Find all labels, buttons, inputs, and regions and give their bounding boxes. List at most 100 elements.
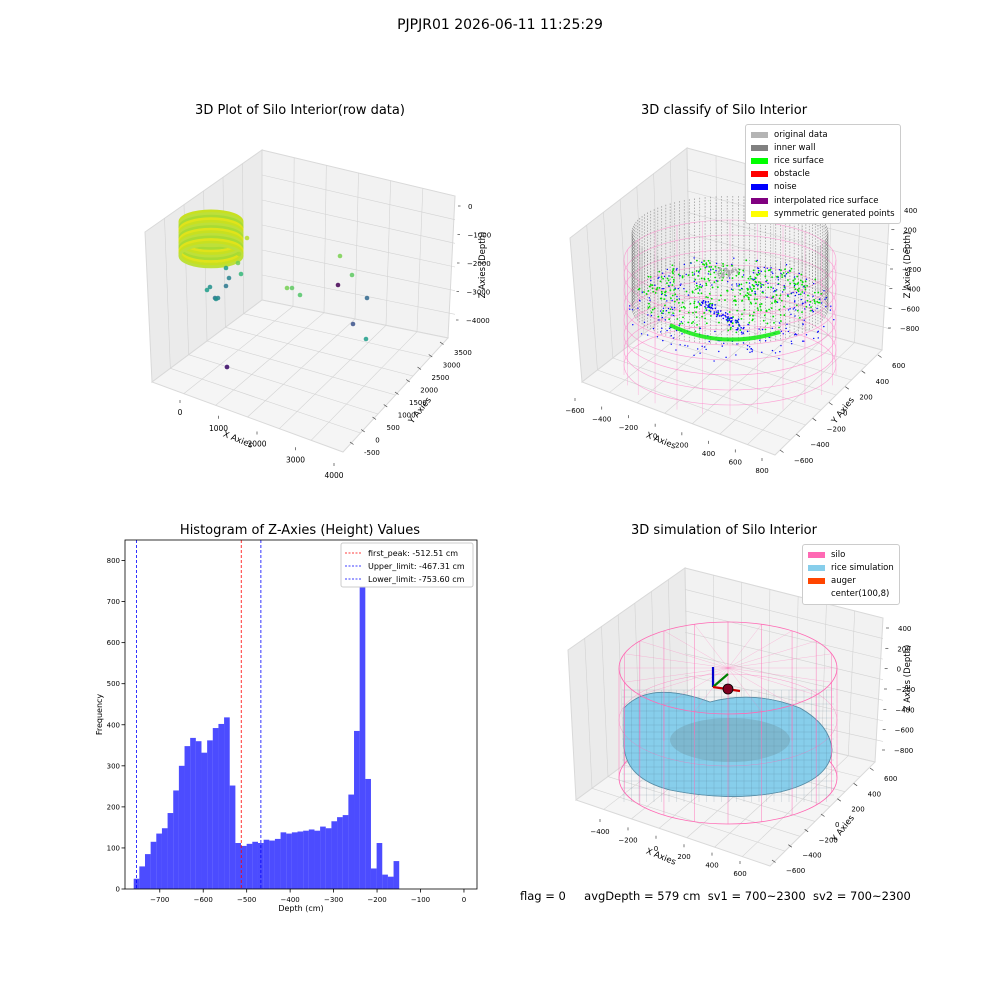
- classify-rice-point: [663, 298, 666, 301]
- histogram-bar: [303, 830, 309, 889]
- classify-noise-point: [726, 313, 729, 315]
- classify-noise-point: [638, 299, 641, 302]
- classify-noise-point: [825, 305, 827, 308]
- histogram-bar: [308, 829, 315, 889]
- classify-x-tick-label: 0: [653, 433, 657, 441]
- classify-rice-point: [676, 298, 678, 301]
- classify-rice-point: [726, 264, 729, 267]
- classify-rice-point: [671, 294, 674, 297]
- classify-rice-point: [677, 273, 680, 276]
- classify-noise-point: [736, 328, 739, 331]
- classify-noise-point: [726, 317, 729, 319]
- classify-noise-point: [663, 287, 665, 290]
- classify-x-tick-label: −600: [565, 407, 584, 415]
- classify-noise-point: [679, 274, 681, 277]
- simulation-silo-wire: [727, 624, 762, 669]
- classify-rice-point: [753, 298, 756, 301]
- classify-x-tick-label: 600: [729, 458, 742, 466]
- classify-rice-point: [705, 322, 708, 325]
- classify-rice-point: [703, 264, 706, 266]
- simulation-z-tick-label: −400: [895, 706, 914, 714]
- classify-rice-point: [780, 299, 783, 302]
- classify-rice-point: [739, 292, 742, 295]
- classify-noise-point: [790, 313, 792, 316]
- classify-noise-point: [742, 332, 745, 334]
- histogram-xtick-label: −300: [324, 896, 343, 904]
- classify-rice-point: [749, 294, 752, 297]
- simulation-x-tick-label: 200: [677, 853, 690, 861]
- classify-noise-point: [632, 324, 634, 326]
- simulation-silo-wire: [624, 653, 729, 669]
- classify-rice-point: [752, 314, 754, 317]
- classify-noise-point: [661, 272, 664, 274]
- classify-rice-point: [804, 280, 807, 283]
- classify-rice-point: [779, 314, 782, 316]
- classify-rice-point: [801, 280, 804, 283]
- classify-rice-point: [727, 329, 730, 332]
- simulation-y-tick-label: 0: [835, 821, 839, 829]
- raw-scatter-point: [244, 235, 250, 241]
- simulation-y-tick-label: 400: [868, 790, 881, 798]
- classify-rice-point: [796, 289, 799, 291]
- classify-noise-point: [667, 307, 670, 310]
- classify-noise-point: [699, 327, 702, 330]
- classify-noise-point: [687, 345, 689, 347]
- classify-original-point: [736, 271, 739, 274]
- classify-grid: [653, 173, 660, 323]
- classify-rice-point: [709, 273, 712, 276]
- classify-noise-point: [662, 312, 664, 315]
- classify-rice-point: [647, 306, 650, 309]
- classify-noise-point: [772, 287, 774, 289]
- classify-noise-point: [755, 283, 757, 286]
- classify-noise-point: [679, 284, 682, 287]
- classify-rice-point: [760, 309, 762, 312]
- classify-rice-point: [729, 326, 732, 329]
- classify-noise-point: [740, 287, 743, 290]
- histogram-xlabel: Depth (cm): [278, 904, 323, 913]
- classify-noise-point: [675, 269, 678, 271]
- classify-noise-point: [735, 321, 737, 324]
- classify-rice-point: [647, 275, 650, 278]
- classify-noise-point: [661, 327, 663, 330]
- classify-noise-point: [747, 323, 749, 326]
- classify-noise-point: [803, 292, 805, 294]
- classify-rice-point: [695, 284, 698, 287]
- classify-noise-point: [801, 340, 804, 342]
- histogram-bar: [156, 833, 162, 889]
- raw-y-tick: [361, 429, 365, 433]
- legend-label: center(100,8): [831, 589, 890, 600]
- classify-noise-point: [798, 272, 800, 275]
- classify-y-tick-label: 200: [859, 394, 872, 402]
- classify-original-point: [728, 270, 731, 273]
- classify-rice-point: [759, 305, 762, 308]
- classify-rice-point: [767, 286, 770, 289]
- classify-noise-point: [812, 310, 815, 313]
- classify-noise-point: [709, 310, 712, 313]
- classify-noise-point: [817, 337, 819, 339]
- classify-rice-point: [719, 294, 722, 297]
- legend-label: silo: [831, 549, 846, 560]
- classify-rice-point: [697, 292, 700, 295]
- classify-rice-point: [695, 311, 697, 314]
- classify-rice-point: [752, 269, 755, 272]
- classify-rice-point: [721, 279, 724, 282]
- classify-rice-point: [667, 279, 670, 282]
- legend-swatch: [751, 184, 768, 191]
- classify-rice-point: [769, 268, 772, 271]
- classify-noise-point: [736, 320, 739, 322]
- raw-z-tick-label: −4000: [466, 317, 490, 325]
- histogram-bar: [382, 874, 388, 889]
- classify-noise-point: [693, 273, 696, 275]
- simulation-z-tick-label: 200: [897, 645, 910, 653]
- figure-title: PJPJR01 2026-06-11 11:25:29: [397, 17, 603, 33]
- classify-rice-point: [685, 290, 688, 293]
- histogram-bar: [376, 843, 383, 889]
- classify-rice-point: [738, 284, 740, 287]
- classify-noise-point: [781, 291, 784, 293]
- classify-rice-point: [718, 321, 720, 324]
- classify-noise-point: [656, 336, 659, 338]
- classify-noise-point: [752, 272, 755, 274]
- classify-rice-point: [679, 323, 681, 325]
- classify-rice-point: [749, 314, 751, 317]
- histogram-bar: [246, 843, 253, 889]
